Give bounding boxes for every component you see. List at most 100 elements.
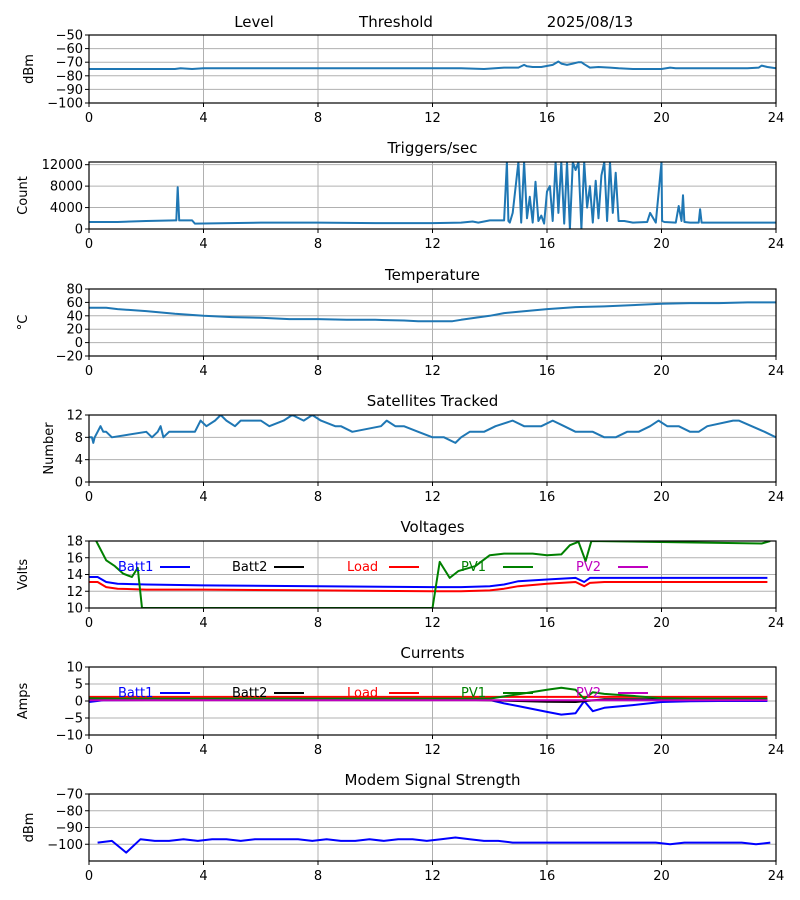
y-tick-label: −60 bbox=[56, 42, 83, 57]
series-line-triggers bbox=[89, 162, 776, 229]
legend-label-pv1: PV1 bbox=[461, 560, 486, 575]
y-tick-label: 5 bbox=[75, 678, 83, 693]
legend-label-load: Load bbox=[347, 560, 378, 575]
y-axis-label: Amps bbox=[16, 682, 31, 719]
y-tick-label: −70 bbox=[56, 788, 83, 803]
legend-label-batt1: Batt1 bbox=[118, 686, 153, 701]
x-tick-label: 4 bbox=[199, 743, 207, 758]
x-tick-label: 12 bbox=[424, 869, 441, 884]
y-tick-label: 40 bbox=[66, 309, 83, 324]
chart-title: Triggers/sec bbox=[387, 139, 478, 157]
x-tick-label: 4 bbox=[199, 869, 207, 884]
x-tick-label: 16 bbox=[539, 490, 556, 505]
legend-label-pv1: PV1 bbox=[461, 686, 486, 701]
x-tick-label: 12 bbox=[424, 743, 441, 758]
chart-title: Satellites Tracked bbox=[367, 392, 498, 410]
x-tick-label: 24 bbox=[768, 616, 785, 631]
x-tick-label: 12 bbox=[424, 237, 441, 252]
x-tick-label: 20 bbox=[653, 364, 670, 379]
x-tick-label: 8 bbox=[314, 869, 322, 884]
legend-label-batt2: Batt2 bbox=[232, 560, 267, 575]
y-tick-label: −90 bbox=[56, 821, 83, 836]
y-tick-label: 16 bbox=[66, 551, 83, 566]
x-tick-label: 0 bbox=[85, 869, 93, 884]
y-tick-label: 20 bbox=[66, 323, 83, 338]
y-tick-label: 0 bbox=[75, 695, 83, 710]
x-tick-label: 20 bbox=[653, 869, 670, 884]
x-tick-label: 0 bbox=[85, 364, 93, 379]
chart-title: Voltages bbox=[400, 518, 464, 536]
y-tick-label: 8 bbox=[75, 431, 83, 446]
series-line-level bbox=[89, 60, 776, 70]
series-line-pv1 bbox=[89, 686, 768, 700]
chart-title: Currents bbox=[400, 644, 464, 662]
legend-label-pv2: PV2 bbox=[576, 686, 601, 701]
x-tick-label: 12 bbox=[424, 490, 441, 505]
y-tick-label: 4000 bbox=[50, 201, 83, 216]
series-line-pv1 bbox=[95, 541, 771, 608]
panel-level: 0 4 8 12 16 20 24 −100−90−80−70−60−50 dBm bbox=[22, 29, 784, 127]
y-tick-label: −80 bbox=[56, 804, 83, 819]
x-tick-label: 24 bbox=[768, 743, 785, 758]
y-axis-label: °C bbox=[16, 315, 31, 331]
x-tick-label: 16 bbox=[539, 111, 556, 126]
series-line-satellites bbox=[89, 415, 776, 444]
series-group bbox=[89, 415, 776, 444]
x-tick-label: 24 bbox=[768, 237, 785, 252]
x-tick-label: 24 bbox=[768, 364, 785, 379]
x-tick-label: 16 bbox=[539, 237, 556, 252]
y-tick-label: 8000 bbox=[50, 180, 83, 195]
y-tick-label: −5 bbox=[64, 712, 83, 727]
header-level-label: Level bbox=[234, 13, 274, 31]
x-tick-label: 8 bbox=[314, 237, 322, 252]
legend-label-pv2: PV2 bbox=[576, 560, 601, 575]
x-tick-label: 8 bbox=[314, 111, 322, 126]
x-tick-label: 0 bbox=[85, 111, 93, 126]
chart-title: Modem Signal Strength bbox=[345, 771, 521, 789]
y-axis-label: Number bbox=[42, 422, 57, 475]
y-tick-label: 14 bbox=[66, 568, 83, 583]
x-tick-label: 12 bbox=[424, 364, 441, 379]
y-tick-label: 0 bbox=[75, 336, 83, 351]
y-tick-label: 12 bbox=[66, 409, 83, 424]
series-line-batt1 bbox=[89, 576, 768, 589]
y-tick-label: −70 bbox=[56, 56, 83, 71]
y-tick-label: 4 bbox=[75, 453, 83, 468]
x-tick-label: 24 bbox=[768, 490, 785, 505]
header-date-label: 2025/08/13 bbox=[547, 13, 633, 31]
x-tick-label: 16 bbox=[539, 364, 556, 379]
x-tick-label: 4 bbox=[199, 616, 207, 631]
series-group bbox=[89, 541, 771, 608]
series-line-temperature bbox=[89, 301, 776, 323]
y-tick-label: −100 bbox=[47, 97, 83, 112]
x-tick-label: 12 bbox=[424, 111, 441, 126]
y-tick-label: −100 bbox=[47, 838, 83, 853]
x-tick-label: 16 bbox=[539, 616, 556, 631]
header-threshold-label: Threshold bbox=[358, 13, 433, 31]
series-group bbox=[89, 60, 776, 70]
series-group bbox=[89, 686, 768, 716]
y-tick-label: 0 bbox=[75, 223, 83, 238]
x-tick-label: 20 bbox=[653, 237, 670, 252]
y-axis-label: Count bbox=[16, 176, 31, 215]
panel-satellites: 0 4 8 12 16 20 24 0 4 8 12 Satellites Tracked Number bbox=[42, 392, 784, 505]
x-tick-label: 8 bbox=[314, 490, 322, 505]
x-tick-label: 20 bbox=[653, 743, 670, 758]
panel-modem: 0 4 8 12 16 20 24 −100 −90 −80−70 Modem Signal Str… bbox=[22, 771, 784, 884]
y-tick-label: −10 bbox=[56, 729, 83, 744]
y-tick-label: 12 bbox=[66, 585, 83, 600]
panel-triggers: 0 4 8 12 16 20 24 0 4000 8000 12000 Triggers/sec Cou… bbox=[16, 139, 784, 252]
legend-label-batt1: Batt1 bbox=[118, 560, 153, 575]
x-tick-label: 4 bbox=[199, 364, 207, 379]
y-tick-label: −20 bbox=[56, 350, 83, 365]
x-tick-label: 8 bbox=[314, 616, 322, 631]
y-axis-label: dBm bbox=[22, 54, 37, 84]
y-tick-label: 60 bbox=[66, 296, 83, 311]
y-tick-label: −90 bbox=[56, 83, 83, 98]
y-tick-label: 18 bbox=[66, 535, 83, 550]
x-tick-label: 8 bbox=[314, 743, 322, 758]
